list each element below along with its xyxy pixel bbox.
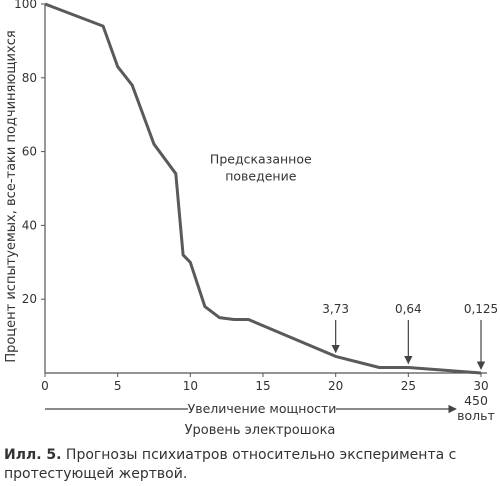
value-label: 0,125	[464, 302, 498, 316]
power-arrow-axis: Увеличение мощности 450 вольт	[45, 393, 495, 423]
chart-series	[44, 2, 482, 375]
x-tick-label: 25	[401, 379, 416, 393]
y-tick-label: 100	[14, 0, 37, 11]
x-tick-label: 30	[473, 379, 488, 393]
predicted-behavior-label: Предсказанное поведение	[210, 152, 312, 184]
x-tick-label: 10	[183, 379, 198, 393]
figure-caption: Илл. 5. Прогнозы психиатров относительно…	[4, 446, 494, 484]
x-tick-label: 20	[328, 379, 343, 393]
y-tick-label: 20	[22, 292, 37, 306]
power-arrow-end-label: 450 вольт	[457, 393, 495, 423]
chart-ticks: 20 40 60 80 100 0 5 10 15 20 25 30	[14, 0, 489, 393]
series-line	[44, 2, 482, 375]
power-arrow-label: Увеличение мощности	[188, 401, 337, 416]
value-label: 3,73	[322, 302, 349, 316]
caption-text: Прогнозы психиатров относительно экспери…	[4, 447, 457, 482]
x-tick-label: 15	[255, 379, 270, 393]
x-tick-label: 5	[114, 379, 122, 393]
end-label-line: вольт	[457, 408, 495, 423]
chart-axes	[44, 4, 487, 374]
y-axis-label: Процент испытуемых, все-таки подчиняющих…	[4, 30, 19, 362]
x-axis-label: Уровень электрошока	[185, 423, 336, 438]
value-label: 0,64	[395, 302, 422, 316]
chart: 20 40 60 80 100 0 5 10 15 20 25 30 Предсказанное пов…	[4, 0, 498, 438]
annotation-line: Предсказанное	[210, 152, 312, 167]
y-tick-label: 60	[22, 145, 37, 159]
chart-annotations: Предсказанное поведение 3,73 0,64 0,125	[210, 152, 498, 370]
x-tick-label: 0	[41, 379, 49, 393]
y-tick-label: 40	[22, 218, 37, 232]
end-label-line: 450	[464, 393, 488, 408]
caption-label: Илл. 5.	[4, 447, 62, 463]
y-tick-label: 80	[22, 71, 37, 85]
annotation-line: поведение	[225, 169, 297, 184]
